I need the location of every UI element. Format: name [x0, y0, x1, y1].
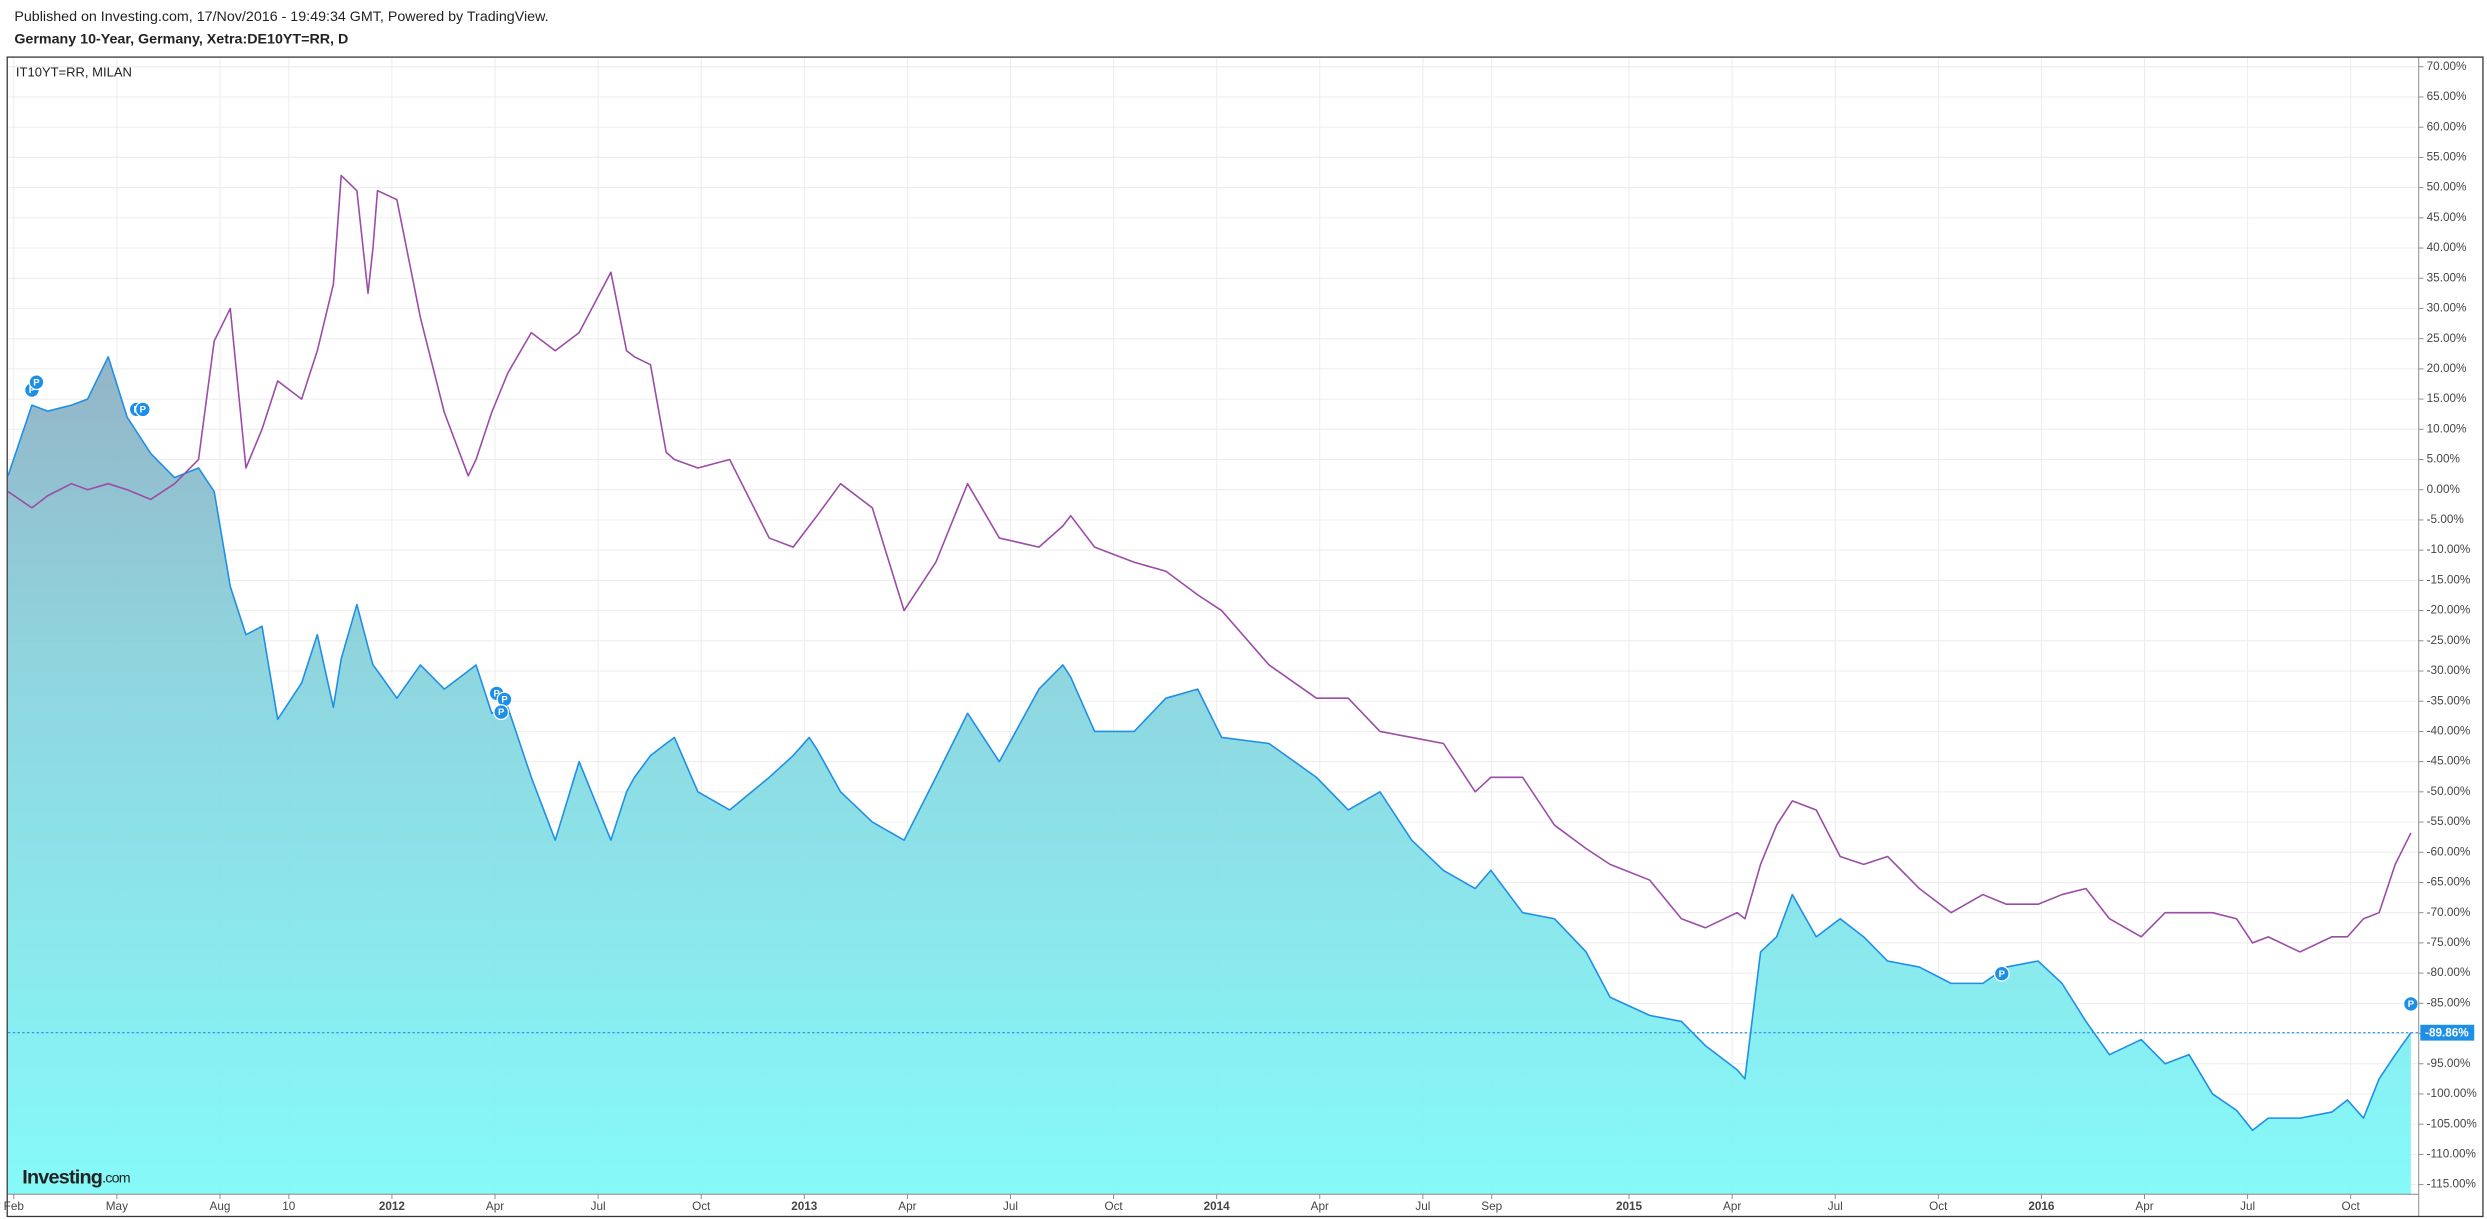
y-tick-label: -20.00%	[2427, 604, 2471, 617]
y-tick-label: -85.00%	[2427, 996, 2471, 1009]
x-tick-label: 10	[282, 1200, 296, 1213]
series-line	[8, 174, 2412, 953]
y-tick-label: -80.00%	[2427, 966, 2471, 979]
event-marker	[28, 374, 45, 391]
y-tick-label: 45.00%	[2427, 211, 2467, 224]
y-tick-label: -25.00%	[2427, 634, 2471, 647]
x-tick-label: Jul	[1828, 1200, 1843, 1213]
y-tick-label: 30.00%	[2427, 302, 2467, 315]
event-marker-label: P	[29, 385, 36, 396]
event-marker-label: P	[33, 377, 40, 388]
y-tick-label: 20.00%	[2427, 362, 2467, 375]
y-tick-label: -115.00%	[2427, 1178, 2476, 1191]
y-tick-label: 70.00%	[2427, 60, 2467, 73]
y-tick-label: -35.00%	[2427, 694, 2471, 707]
y-tick-label: 50.00%	[2427, 181, 2467, 194]
y-tick-label: 55.00%	[2427, 150, 2467, 163]
y-tick-label: 0.00%	[2427, 483, 2460, 496]
y-tick-label: 40.00%	[2427, 241, 2467, 254]
x-tick-label: Oct	[1104, 1200, 1123, 1213]
y-tick-label: -60.00%	[2427, 845, 2471, 858]
event-marker	[493, 704, 510, 721]
y-tick-label: -15.00%	[2427, 573, 2471, 586]
logo: Investing.com	[22, 1167, 130, 1189]
y-tick-label: -75.00%	[2427, 936, 2471, 949]
x-tick-label: Oct	[2342, 1200, 2361, 1213]
event-marker	[134, 401, 151, 418]
x-tick-label: 2016	[2028, 1200, 2055, 1213]
logo-suffix: .com	[102, 1170, 130, 1186]
series-line	[8, 355, 2412, 1132]
y-tick-label: -55.00%	[2427, 815, 2471, 828]
axes: 70.00% 65.00% 60.00% 55.00% 50.00% 45.00% 40.0…	[4, 60, 2477, 1213]
logo-main: Investing	[22, 1167, 102, 1189]
x-tick-label: Apr	[1723, 1200, 1741, 1213]
series-area	[8, 356, 2411, 1195]
y-tick-label: 15.00%	[2427, 392, 2467, 405]
y-tick-label: 60.00%	[2427, 120, 2467, 133]
y-tick-label: -45.00%	[2427, 755, 2471, 768]
event-marker-label: P	[498, 707, 505, 718]
y-tick-label: 5.00%	[2427, 453, 2460, 466]
x-tick-label: Apr	[898, 1200, 916, 1213]
y-tick-label: -30.00%	[2427, 664, 2471, 677]
y-tick-label: -65.00%	[2427, 876, 2471, 889]
x-tick-label: Apr	[1311, 1200, 1329, 1213]
y-tick-label: -70.00%	[2427, 906, 2471, 919]
y-tick-label: -50.00%	[2427, 785, 2471, 798]
x-tick-label: Jul	[2240, 1200, 2255, 1213]
chart-title: Germany 10-Year, Germany, Xetra:DE10YT=R…	[14, 31, 348, 47]
x-tick-label: Jul	[1415, 1200, 1430, 1213]
x-tick-label: 2013	[791, 1200, 818, 1213]
x-tick-label: May	[106, 1200, 128, 1213]
event-marker-label: P	[2408, 999, 2415, 1010]
y-tick-label: -110.00%	[2427, 1147, 2476, 1160]
event-marker-label: P	[501, 695, 508, 706]
last-value-box	[2420, 1024, 2475, 1041]
x-tick-label: Apr	[2135, 1200, 2153, 1213]
x-tick-label: Jul	[591, 1200, 606, 1213]
event-marker-label: P	[140, 405, 147, 416]
y-tick-label: -5.00%	[2427, 513, 2464, 526]
y-tick-label: -105.00%	[2427, 1117, 2477, 1130]
legend-label: IT10YT=RR, MILAN	[16, 64, 132, 79]
x-tick-label: Sep	[1481, 1200, 1502, 1213]
y-tick-label: 25.00%	[2427, 332, 2467, 345]
x-tick-label: 2014	[1204, 1200, 1231, 1213]
x-tick-label: Oct	[1929, 1200, 1948, 1213]
x-tick-label: Oct	[692, 1200, 711, 1213]
event-marker	[1993, 965, 2010, 982]
x-tick-label: Feb	[4, 1200, 25, 1213]
event-marker-label: P	[1999, 969, 2006, 980]
y-tick-label: -10.00%	[2427, 543, 2471, 556]
last-value-label: -89.86%	[2425, 1026, 2469, 1039]
y-tick-label: 35.00%	[2427, 271, 2467, 284]
event-marker	[2402, 995, 2419, 1012]
y-tick-label: -40.00%	[2427, 725, 2471, 738]
x-tick-label: 2015	[1616, 1200, 1643, 1213]
chart-frame	[6, 56, 2484, 1218]
x-tick-label: 2012	[379, 1200, 406, 1213]
y-tick-label: 65.00%	[2427, 90, 2467, 103]
publish-note: Published on Investing.com, 17/Nov/2016 …	[14, 9, 548, 25]
event-marker-label: P	[493, 689, 500, 700]
x-tick-label: Apr	[486, 1200, 504, 1213]
y-tick-label: -100.00%	[2427, 1087, 2477, 1100]
x-tick-label: Aug	[210, 1200, 231, 1213]
x-tick-label: Jul	[1003, 1200, 1018, 1213]
y-tick-label: 10.00%	[2427, 422, 2467, 435]
y-tick-label: -95.00%	[2427, 1057, 2471, 1070]
plot-area: PPPPPPPPP	[8, 174, 2419, 1195]
